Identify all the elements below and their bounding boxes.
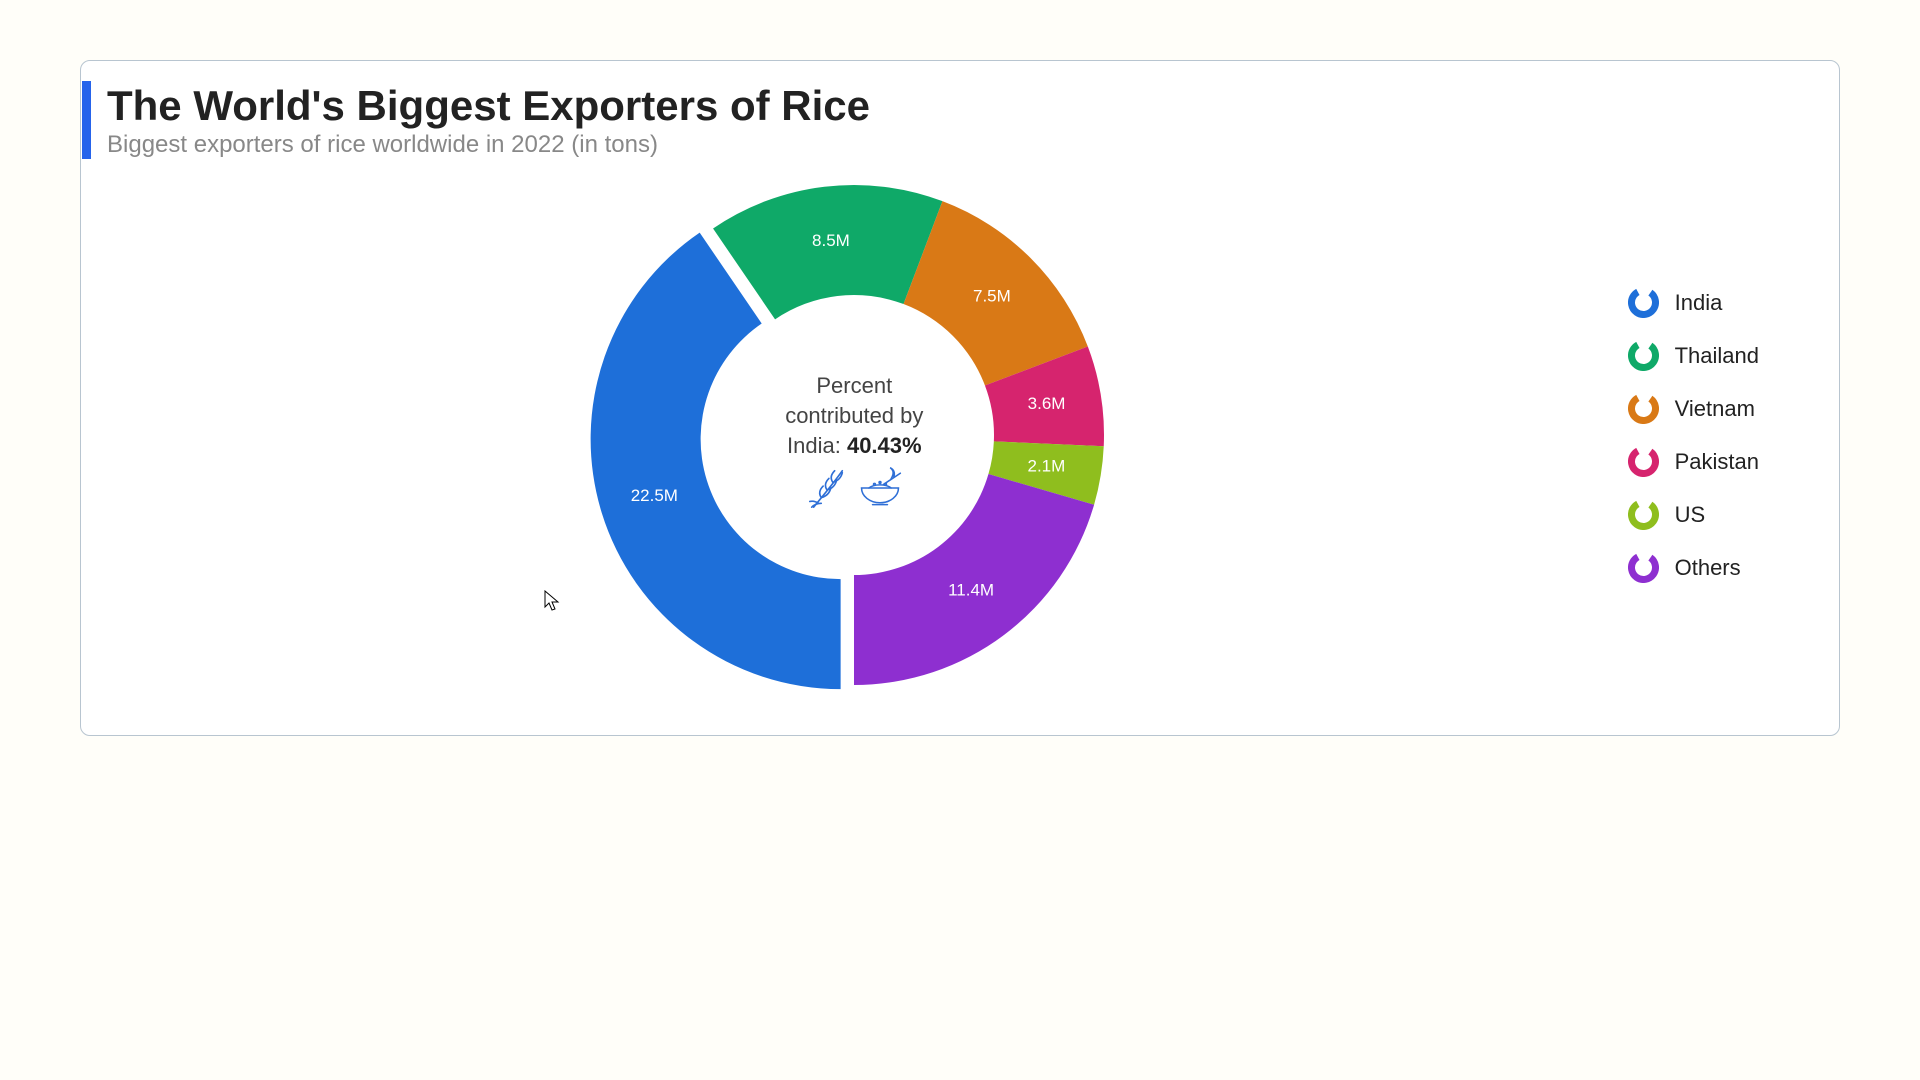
legend-label: Others [1675,555,1741,581]
chart-subtitle: Biggest exporters of rice worldwide in 2… [107,131,1839,159]
legend-label: US [1675,502,1706,528]
legend-swatch-icon [1628,340,1659,371]
legend-swatch-icon [1628,446,1659,477]
legend-item-thailand[interactable]: Thailand [1628,340,1759,371]
chart-header: The World's Biggest Exporters of Rice Bi… [82,81,1839,159]
legend-swatch-icon [1628,552,1659,583]
slice-label-pakistan: 3.6M [1028,394,1066,413]
legend-swatch-icon [1628,499,1659,530]
legend-label: Pakistan [1675,449,1759,475]
legend-item-us[interactable]: US [1628,499,1759,530]
slice-label-thailand: 8.5M [812,231,850,250]
donut-chart[interactable]: 22.5M 8.5M 7.5M 3.6M 2.1M 11.4M [514,165,1194,705]
slice-label-india: 22.5M [631,487,678,506]
chart-row: 22.5M8.5M7.5M3.6M2.1M11.4M Percent contr… [81,165,1839,705]
legend-item-others[interactable]: Others [1628,552,1759,583]
legend-swatch-icon [1628,287,1659,318]
legend: India Thailand Vietnam Pakistan US Others [1628,287,1799,583]
legend-label: Vietnam [1675,396,1755,422]
legend-label: India [1675,290,1723,316]
chart-title: The World's Biggest Exporters of Rice [107,81,1839,131]
legend-swatch-icon [1628,393,1659,424]
donut-chart-container: 22.5M8.5M7.5M3.6M2.1M11.4M Percent contr… [81,165,1628,705]
slice-label-vietnam: 7.5M [973,287,1011,306]
legend-item-india[interactable]: India [1628,287,1759,318]
legend-item-pakistan[interactable]: Pakistan [1628,446,1759,477]
chart-card: The World's Biggest Exporters of Rice Bi… [80,60,1840,736]
slice-label-others: 11.4M [948,581,994,600]
legend-item-vietnam[interactable]: Vietnam [1628,393,1759,424]
slice-label-us: 2.1M [1028,457,1066,476]
legend-label: Thailand [1675,343,1759,369]
